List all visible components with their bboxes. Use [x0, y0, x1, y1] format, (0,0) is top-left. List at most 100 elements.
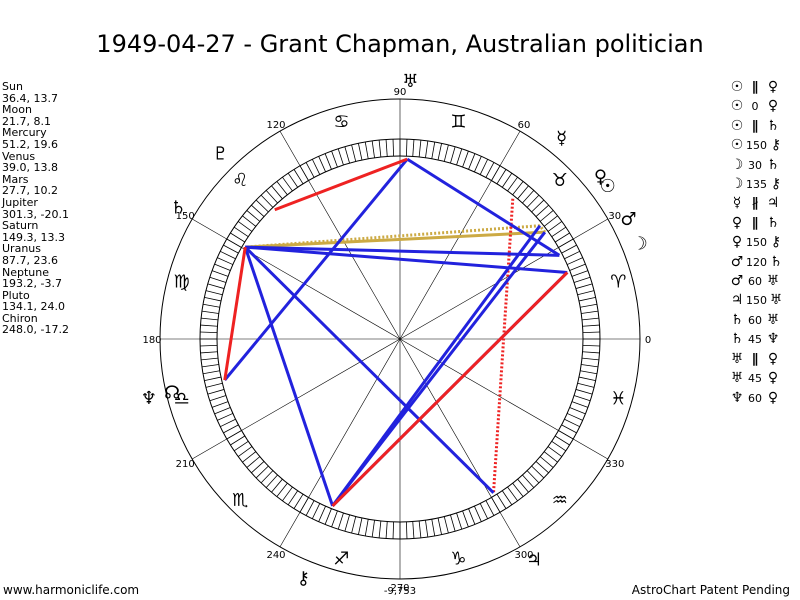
degree-tick	[207, 283, 225, 289]
aspect-body-b: ♀	[767, 370, 779, 387]
planet-coords: 134.1, 24.0	[2, 300, 65, 314]
degree-tick	[405, 521, 408, 539]
degree-tick	[324, 508, 332, 525]
degree-tick	[567, 413, 583, 421]
degree-label: 90	[394, 87, 407, 98]
aspect-row: ♂ 120 ♄	[728, 253, 785, 272]
aspect-body-a: ♀	[731, 214, 743, 231]
degree-tick	[385, 139, 388, 157]
degree-tick	[462, 150, 469, 168]
aspect-type: ∥	[751, 80, 759, 95]
degree-tick	[230, 232, 246, 243]
pluto-icon: ♇	[212, 144, 228, 165]
aspect-body-a: ☽	[730, 176, 744, 193]
aspect-line	[245, 230, 545, 249]
aspect-line	[244, 246, 495, 494]
degree-tick	[418, 520, 422, 538]
aspect-body-b: ♅	[769, 292, 783, 309]
planet-coords: 87.7, 23.6	[2, 253, 58, 267]
degree-tick	[502, 490, 513, 506]
degree-tick	[535, 204, 549, 217]
degree-tick	[201, 357, 219, 361]
degree-tick	[209, 395, 227, 402]
degree-tick	[575, 283, 593, 289]
degree-tick	[485, 500, 495, 516]
zodiac-sign-icon: ♍	[174, 272, 190, 293]
degree-tick	[561, 424, 577, 434]
planet-coords: 193.2, -3.7	[2, 277, 62, 291]
aspect-row: ♅ ∥ ♀	[728, 350, 785, 369]
degree-label: 330	[605, 459, 624, 470]
degree-tick	[425, 140, 429, 158]
degree-tick	[211, 270, 229, 277]
degree-tick	[344, 146, 350, 164]
aspect-body-b: ♅	[766, 311, 780, 328]
planet-name: Neptune	[2, 265, 50, 279]
degree-tick	[242, 215, 257, 227]
degree-tick	[437, 517, 442, 535]
degree-tick	[265, 474, 278, 488]
degree-tick	[526, 470, 540, 484]
degree-tick	[577, 382, 595, 388]
degree-tick	[502, 172, 513, 188]
degree-tick	[202, 370, 220, 375]
degree-tick	[233, 226, 249, 237]
degree-tick	[200, 344, 218, 347]
degree-tick	[578, 297, 596, 302]
degree-tick	[311, 159, 321, 175]
degree-tick	[507, 176, 518, 192]
degree-tick	[204, 376, 222, 381]
aspect-body-a: ♂	[730, 273, 744, 290]
degree-tick	[287, 172, 298, 188]
degree-tick	[543, 451, 558, 463]
degree-tick	[551, 226, 567, 237]
degree-tick	[318, 506, 326, 522]
zodiac-sign-icon: ♌	[232, 170, 248, 191]
degree-tick	[485, 162, 495, 178]
degree-tick	[468, 508, 476, 525]
degree-tick	[578, 376, 596, 381]
sign-spoke	[192, 218, 401, 340]
planet-coords: 51.2, 19.6	[2, 137, 58, 151]
degree-tick	[318, 156, 326, 172]
degree-tick	[581, 317, 599, 321]
degree-tick	[201, 317, 219, 321]
footer-website[interactable]: www.harmoniclife.com	[3, 583, 140, 597]
degree-tick	[287, 490, 298, 506]
degree-tick	[246, 456, 261, 468]
planet-name: Mercury	[2, 126, 47, 140]
degree-tick	[358, 143, 363, 161]
aspect-row: ☽ 135 ⚷	[728, 175, 785, 194]
planet-coords: 21.7, 8.1	[2, 114, 51, 128]
aspect-row: ♄ 45 ♆	[728, 330, 785, 349]
zodiac-sign-icon: ♓	[610, 388, 626, 409]
aspect-type: 120	[746, 255, 767, 269]
degree-tick	[331, 150, 338, 168]
degree-tick	[344, 514, 350, 532]
degree-tick	[200, 331, 218, 334]
degree-tick	[456, 148, 463, 166]
degree-tick	[512, 482, 524, 497]
planet-coords: 39.0, 13.8	[2, 161, 58, 175]
degree-label: 0	[645, 335, 651, 346]
jupiter-icon: ♃	[526, 549, 542, 570]
planet-coords: 27.7, 10.2	[2, 184, 58, 198]
chiron-icon: ⚷	[297, 568, 310, 589]
aspect-body-a: ☽	[730, 156, 744, 173]
neptune-icon: ♆	[141, 388, 157, 409]
degree-tick	[575, 389, 593, 395]
degree-tick	[282, 176, 293, 192]
aspect-body-a: ☿	[732, 195, 742, 212]
aspect-body-a: ♅	[730, 350, 744, 367]
planet-coords: 248.0, -17.2	[2, 323, 69, 337]
aspect-body-b: ♀	[767, 350, 779, 367]
degree-tick	[214, 407, 231, 415]
aspect-row: ☉ 150 ⚷	[728, 136, 785, 155]
sign-spoke	[399, 218, 608, 340]
degree-tick	[531, 199, 545, 213]
degree-tick	[543, 215, 558, 227]
aspect-row: ☉ 0 ♀	[728, 97, 785, 116]
degree-tick	[265, 190, 278, 204]
zodiac-sign-icon: ♏	[232, 490, 248, 511]
